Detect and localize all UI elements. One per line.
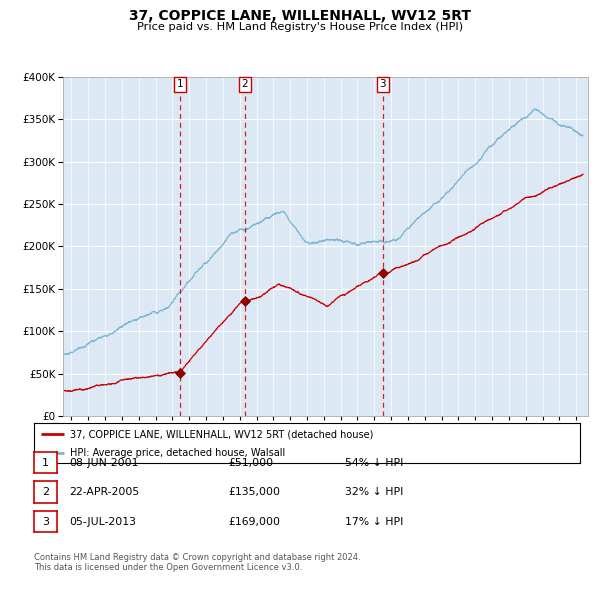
Text: £51,000: £51,000	[228, 458, 273, 467]
Text: Contains HM Land Registry data © Crown copyright and database right 2024.: Contains HM Land Registry data © Crown c…	[34, 553, 361, 562]
Text: 08-JUN-2001: 08-JUN-2001	[69, 458, 139, 467]
Text: 17% ↓ HPI: 17% ↓ HPI	[345, 517, 403, 526]
Text: This data is licensed under the Open Government Licence v3.0.: This data is licensed under the Open Gov…	[34, 563, 302, 572]
Text: 37, COPPICE LANE, WILLENHALL, WV12 5RT (detached house): 37, COPPICE LANE, WILLENHALL, WV12 5RT (…	[70, 430, 373, 440]
Text: 05-JUL-2013: 05-JUL-2013	[69, 517, 136, 526]
Text: 3: 3	[42, 517, 49, 526]
Text: 22-APR-2005: 22-APR-2005	[69, 487, 139, 497]
Text: £169,000: £169,000	[228, 517, 280, 526]
Text: 3: 3	[380, 80, 386, 90]
Text: HPI: Average price, detached house, Walsall: HPI: Average price, detached house, Wals…	[70, 448, 285, 458]
Text: 32% ↓ HPI: 32% ↓ HPI	[345, 487, 403, 497]
Text: 1: 1	[42, 458, 49, 467]
Text: Price paid vs. HM Land Registry's House Price Index (HPI): Price paid vs. HM Land Registry's House …	[137, 22, 463, 32]
Text: 2: 2	[242, 80, 248, 90]
Text: 37, COPPICE LANE, WILLENHALL, WV12 5RT: 37, COPPICE LANE, WILLENHALL, WV12 5RT	[129, 9, 471, 23]
Text: 2: 2	[42, 487, 49, 497]
Text: 1: 1	[176, 80, 183, 90]
Text: £135,000: £135,000	[228, 487, 280, 497]
Text: 54% ↓ HPI: 54% ↓ HPI	[345, 458, 403, 467]
